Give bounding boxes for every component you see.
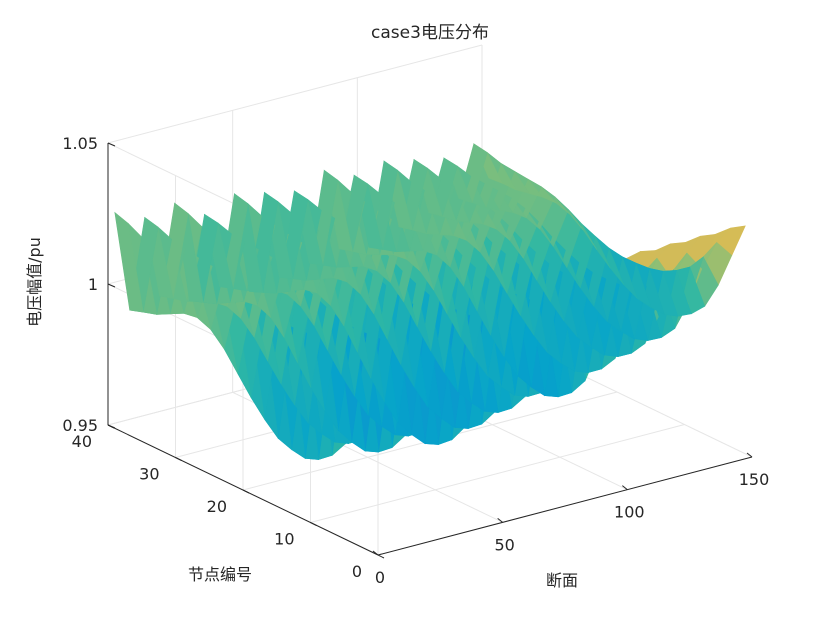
y-tick xyxy=(242,489,250,494)
y-tick xyxy=(175,457,182,461)
z-tick-label: 1.05 xyxy=(62,134,98,153)
x-axis-line xyxy=(377,456,753,556)
x-tick-label: 0 xyxy=(375,568,385,587)
x-tick xyxy=(372,550,379,556)
z-tick xyxy=(107,142,116,147)
x-tick xyxy=(622,485,628,491)
grid-line xyxy=(107,44,483,144)
grid-line xyxy=(310,424,685,523)
x-tick-label: 150 xyxy=(739,470,770,489)
y-tick-label: 40 xyxy=(72,432,92,451)
z-axis-label: 电压幅值/pu xyxy=(25,237,44,327)
x-tick-label: 50 xyxy=(494,535,514,554)
x-tick-label: 100 xyxy=(614,503,645,522)
y-axis-label: 节点编号 xyxy=(188,565,252,584)
y-tick xyxy=(377,554,385,559)
z-tick-label: 1 xyxy=(88,275,98,294)
y-tick-label: 10 xyxy=(274,530,294,549)
x-tick xyxy=(746,452,753,458)
z-tick xyxy=(107,424,116,429)
y-tick-label: 0 xyxy=(352,562,362,581)
y-tick xyxy=(310,522,317,526)
y-tick-label: 20 xyxy=(207,497,227,516)
surface-patch xyxy=(114,211,144,313)
z-tick xyxy=(107,283,116,288)
x-axis-label: 断面 xyxy=(546,571,578,590)
surface-plot xyxy=(114,142,746,460)
chart-title: case3电压分布 xyxy=(371,23,489,43)
y-tick-label: 30 xyxy=(139,465,159,484)
x-tick xyxy=(497,517,503,523)
z-tick-label: 0.95 xyxy=(62,416,98,435)
tick-labels: 0 50 100 150 0 10 20 30 400.95 1 1.05 xyxy=(62,134,769,587)
